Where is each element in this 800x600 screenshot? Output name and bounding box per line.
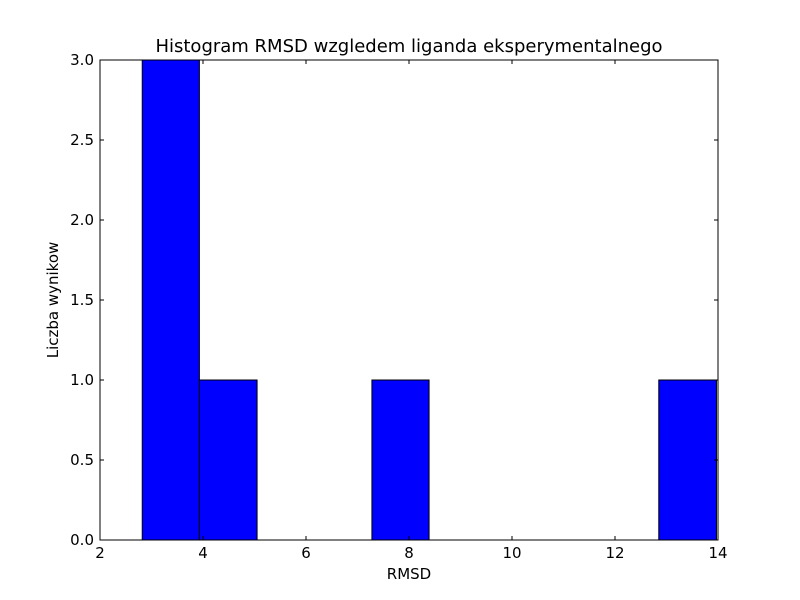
x-tick-label: 6 <box>301 544 311 562</box>
y-tick-label: 3.0 <box>70 51 94 69</box>
x-tick-label: 12 <box>605 544 624 562</box>
y-tick-label: 1.0 <box>70 371 94 389</box>
chart-title: Histogram RMSD wzgledem liganda eksperym… <box>155 36 662 57</box>
histogram-bar-1 <box>198 379 258 541</box>
histogram-bars <box>141 59 717 541</box>
y-axis-label: Liczba wynikow <box>44 242 62 359</box>
y-tick-label: 1.5 <box>70 291 94 309</box>
histogram-bar-0 <box>141 59 200 541</box>
axis-ticks: 2 4 6 8 10 12 14 0.0 0.5 1.0 1.5 2.0 2.5 3.0 <box>70 51 727 562</box>
x-tick-label: 10 <box>502 544 521 562</box>
y-tick-label: 2.0 <box>70 211 94 229</box>
y-tick-label: 0.5 <box>70 451 94 469</box>
x-tick-label: 8 <box>404 544 414 562</box>
x-axis-label: RMSD <box>387 565 431 583</box>
plot-frame <box>99 59 719 541</box>
y-tick-label: 2.5 <box>70 131 94 149</box>
histogram-bar-4 <box>371 379 430 541</box>
histogram-bar-9 <box>658 379 717 541</box>
x-tick-label: 14 <box>708 544 727 562</box>
y-tick-label: 0.0 <box>70 531 94 549</box>
x-tick-label: 2 <box>95 544 105 562</box>
x-tick-label: 4 <box>198 544 208 562</box>
